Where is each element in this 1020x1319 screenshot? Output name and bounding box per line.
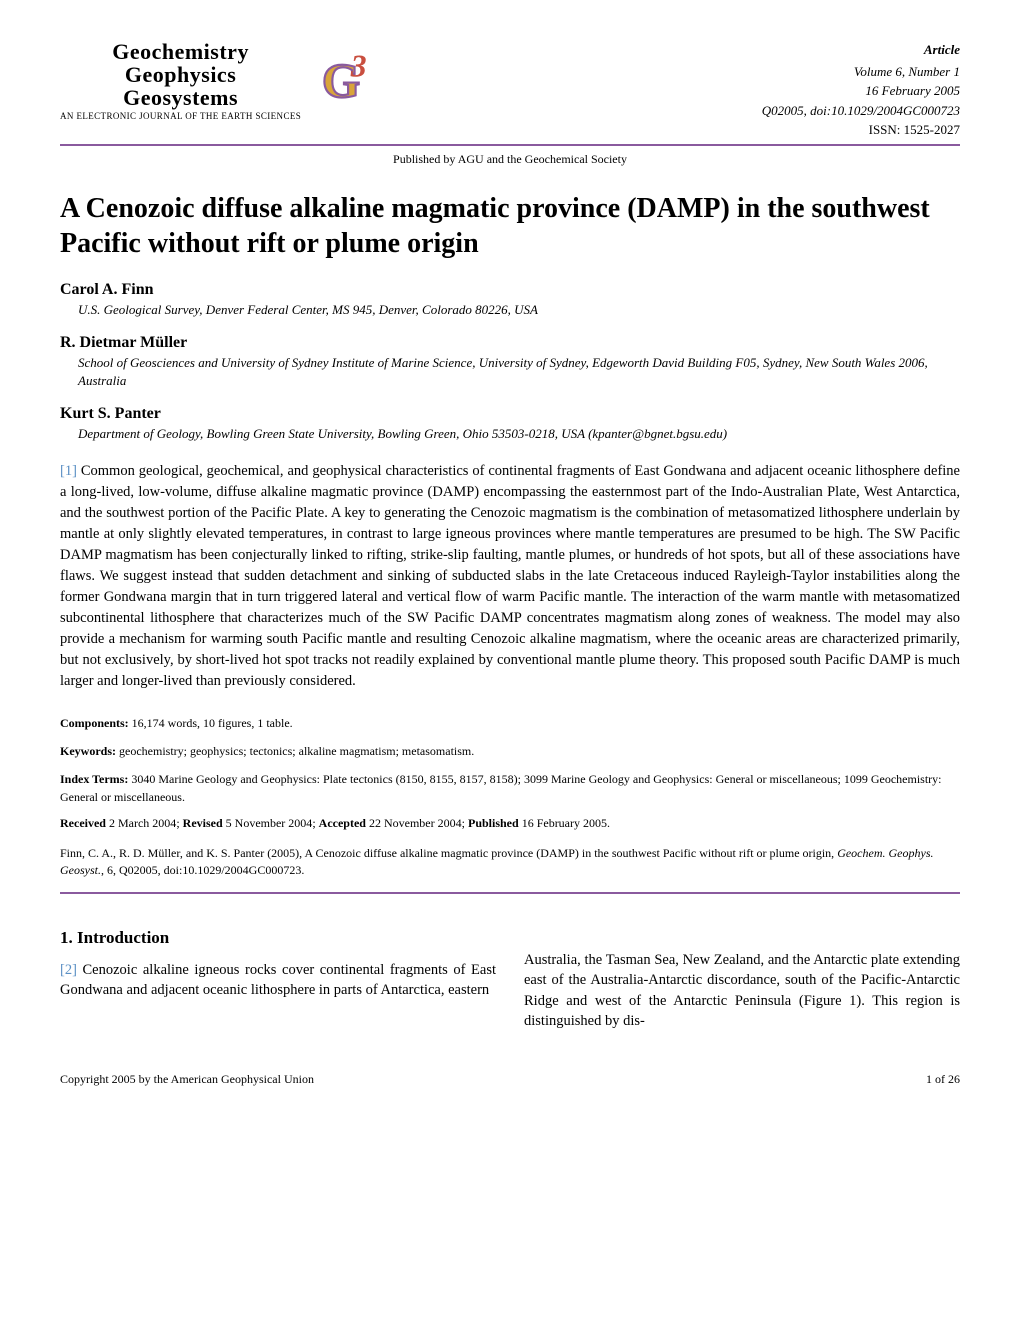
intro-para: [2] Cenozoic alkaline igneous rocks cove… bbox=[60, 960, 496, 1001]
logo-line-2: Geophysics bbox=[125, 63, 236, 86]
date-received: 2 March 2004 bbox=[109, 816, 176, 830]
page-number: 1 of 26 bbox=[926, 1072, 960, 1087]
divider-rule bbox=[60, 892, 960, 894]
author-aff-2: School of Geosciences and University of … bbox=[78, 354, 960, 389]
components-value: 16,174 words, 10 figures, 1 table. bbox=[132, 716, 293, 730]
author-name-1: Carol A. Finn bbox=[60, 281, 960, 299]
keywords-label: Keywords: bbox=[60, 744, 119, 758]
citation-pre: Finn, C. A., R. D. Müller, and K. S. Pan… bbox=[60, 846, 837, 860]
dates-line: Received 2 March 2004; Revised 5 Novembe… bbox=[60, 816, 960, 831]
article-meta: Article Volume 6, Number 1 16 February 2… bbox=[762, 40, 960, 140]
article-label: Article bbox=[762, 40, 960, 60]
author-block-3: Kurt S. Panter Department of Geology, Bo… bbox=[60, 405, 960, 443]
author-name-3: Kurt S. Panter bbox=[60, 405, 960, 423]
author-block-1: Carol A. Finn U.S. Geological Survey, De… bbox=[60, 281, 960, 319]
index-terms-value: 3040 Marine Geology and Geophysics: Plat… bbox=[60, 772, 942, 804]
section-1-title: 1. Introduction bbox=[60, 926, 496, 950]
author-aff-3: Department of Geology, Bowling Green Sta… bbox=[78, 425, 960, 443]
keywords-value: geochemistry; geophysics; tectonics; alk… bbox=[119, 744, 474, 758]
author-aff-1: U.S. Geological Survey, Denver Federal C… bbox=[78, 301, 960, 319]
journal-logo-block: Geochemistry Geophysics Geosystems AN EL… bbox=[60, 40, 381, 121]
svg-text:3: 3 bbox=[350, 48, 367, 83]
date-revised: 5 November 2004 bbox=[226, 816, 313, 830]
date-accepted: 22 November 2004 bbox=[369, 816, 462, 830]
abstract-text: Common geological, geochemical, and geop… bbox=[60, 463, 960, 689]
intro-col1-text: Cenozoic alkaline igneous rocks cover co… bbox=[60, 962, 496, 999]
keywords-line: Keywords: geochemistry; geophysics; tect… bbox=[60, 742, 960, 760]
issn: ISSN: 1525-2027 bbox=[762, 120, 960, 140]
volume-number: Volume 6, Number 1 bbox=[762, 62, 960, 82]
article-title: A Cenozoic diffuse alkaline magmatic pro… bbox=[60, 191, 960, 261]
published-by: Published by AGU and the Geochemical Soc… bbox=[60, 152, 960, 167]
intro-col-2: Australia, the Tasman Sea, New Zealand, … bbox=[524, 906, 960, 1032]
components-label: Components: bbox=[60, 716, 132, 730]
intro-marker: [2] bbox=[60, 962, 77, 978]
page-footer: Copyright 2005 by the American Geophysic… bbox=[60, 1072, 960, 1087]
logo-line-1: Geochemistry bbox=[112, 40, 249, 63]
pub-date: 16 February 2005 bbox=[762, 81, 960, 101]
author-block-2: R. Dietmar Müller School of Geosciences … bbox=[60, 334, 960, 389]
index-terms-line: Index Terms: 3040 Marine Geology and Geo… bbox=[60, 770, 960, 806]
abstract: [1] Common geological, geochemical, and … bbox=[60, 461, 960, 692]
citation: Finn, C. A., R. D. Müller, and K. S. Pan… bbox=[60, 845, 960, 880]
author-name-2: R. Dietmar Müller bbox=[60, 334, 960, 352]
doi: Q02005, doi:10.1029/2004GC000723 bbox=[762, 101, 960, 121]
g3-logo-icon: G 3 bbox=[309, 45, 381, 117]
journal-logo-text: Geochemistry Geophysics Geosystems AN EL… bbox=[60, 40, 301, 121]
citation-post: , 6, Q02005, doi:10.1029/2004GC000723. bbox=[101, 863, 304, 877]
intro-columns: 1. Introduction [2] Cenozoic alkaline ig… bbox=[60, 906, 960, 1032]
date-published: 16 February 2005 bbox=[522, 816, 607, 830]
components-line: Components: 16,174 words, 10 figures, 1 … bbox=[60, 714, 960, 732]
copyright: Copyright 2005 by the American Geophysic… bbox=[60, 1072, 314, 1087]
intro-col2-text: Australia, the Tasman Sea, New Zealand, … bbox=[524, 950, 960, 1032]
logo-tagline: AN ELECTRONIC JOURNAL OF THE EARTH SCIEN… bbox=[60, 111, 301, 121]
journal-header: Geochemistry Geophysics Geosystems AN EL… bbox=[60, 40, 960, 146]
intro-col-1: 1. Introduction [2] Cenozoic alkaline ig… bbox=[60, 906, 496, 1032]
abstract-marker: [1] bbox=[60, 463, 77, 479]
logo-line-3: Geosystems bbox=[123, 86, 238, 109]
index-terms-label: Index Terms: bbox=[60, 772, 131, 786]
